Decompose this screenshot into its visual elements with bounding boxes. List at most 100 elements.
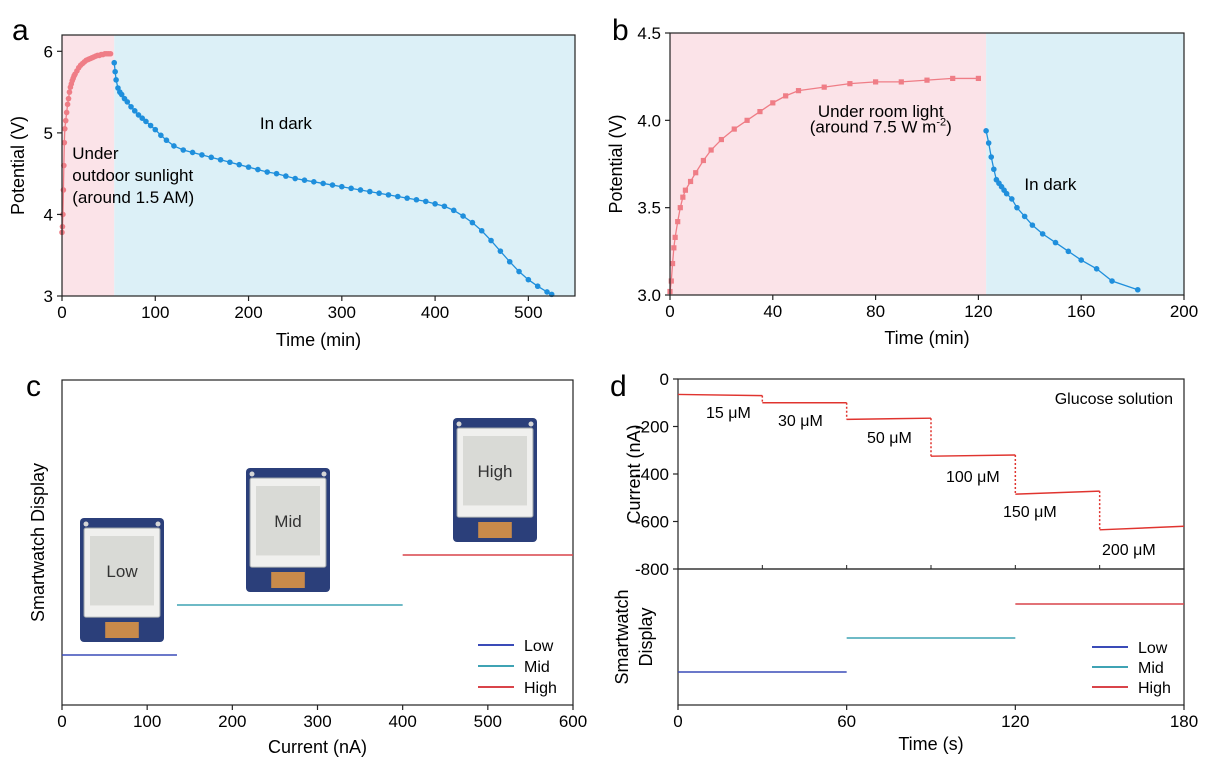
data-point-light: [61, 139, 68, 146]
data-point-dark: [1014, 204, 1020, 211]
data-point-dark: [217, 156, 224, 163]
data-point-dark: [516, 268, 522, 275]
data-point-dark: [357, 187, 364, 193]
y-tick-label: 3: [44, 287, 53, 306]
data-point-dark: [112, 68, 118, 75]
data-point-dark: [525, 276, 532, 283]
current-step-line: [677, 393, 763, 397]
x-tick-label: 400: [388, 712, 416, 731]
panel-c-display-vs-current: Low Mid High 0 100 200 300 400 500 600 Current (nA…: [28, 379, 587, 757]
concentration-label: 30 μM: [778, 413, 823, 430]
x-tick-label: 300: [328, 303, 356, 322]
data-point-light: [821, 84, 827, 90]
y-tick-label: 6: [44, 42, 53, 61]
annotation-text: outdoor sunlight: [72, 166, 193, 185]
plot-frame: [61, 34, 576, 297]
x-tick-label: 180: [1170, 712, 1198, 731]
data-point-light: [63, 109, 70, 116]
data-point-light: [731, 126, 737, 132]
y-axis-label: Potential (V): [8, 116, 28, 215]
y-tick-label: 3.0: [637, 286, 661, 305]
data-point-dark: [506, 258, 513, 265]
data-point-light: [708, 147, 714, 153]
data-point-dark: [478, 227, 485, 234]
panel-label-a: a: [12, 14, 29, 47]
mount-hole: [528, 421, 534, 427]
data-point-dark: [404, 195, 410, 201]
current-step-line: [1015, 490, 1100, 495]
mount-hole: [155, 521, 161, 527]
x-axis-label: Time (s): [898, 734, 963, 754]
data-point-light: [677, 205, 683, 211]
data-point-dark: [147, 122, 154, 129]
data-point-dark: [273, 170, 280, 177]
x-tick-label: 200: [1170, 302, 1198, 321]
data-point-dark: [1134, 286, 1141, 293]
x-tick-label: 60: [837, 712, 856, 731]
x-axis-label: Time (min): [884, 328, 969, 348]
x-tick-label: 80: [866, 302, 885, 321]
data-point-dark: [1065, 248, 1072, 255]
x-tick-label: 0: [665, 302, 674, 321]
data-point-light: [975, 75, 981, 82]
data-point-light: [668, 278, 674, 284]
concentration-label: 150 μM: [1003, 504, 1057, 521]
annotation-text: Under: [72, 144, 119, 163]
data-point-dark: [329, 182, 336, 188]
data-point-dark: [113, 77, 119, 83]
x-tick-label: 0: [57, 712, 66, 731]
data-point-light: [675, 219, 681, 225]
data-point-light: [795, 88, 802, 94]
data-point-dark: [1009, 196, 1015, 202]
data-point-dark: [255, 166, 261, 173]
data-point-dark: [488, 237, 494, 244]
data-point-light: [680, 194, 686, 200]
data-point-dark: [320, 180, 326, 187]
data-point-light: [770, 100, 776, 106]
x-axis-label: Current (nA): [268, 737, 367, 757]
panel-d-glucose-response: 15 μM 30 μM 50 μM 100 μM 150 μM 200 μM Glucose…: [612, 370, 1198, 754]
annotation-note: Glucose solution: [1055, 391, 1173, 408]
data-point-dark: [991, 166, 997, 173]
data-point-dark: [227, 159, 233, 166]
data-point-dark: [394, 193, 401, 200]
y-tick-label: 5: [44, 124, 53, 143]
data-point-dark: [544, 289, 550, 295]
legend-label-low: Low: [1138, 640, 1168, 657]
data-point-dark: [534, 283, 541, 290]
data-point-light: [700, 157, 707, 164]
data-point-dark: [189, 149, 196, 156]
data-point-dark: [199, 152, 205, 158]
data-point-light: [757, 109, 763, 115]
ribbon-connector: [478, 522, 512, 538]
ribbon-connector: [271, 572, 305, 588]
smartwatch-screen-icon: High: [453, 418, 537, 542]
data-point-dark: [128, 103, 134, 110]
data-point-dark: [1003, 190, 1010, 197]
data-point-dark: [983, 128, 989, 134]
annotation-text: Under room light: [818, 102, 944, 121]
concentration-label: 100 μM: [946, 469, 1000, 486]
y-tick-label: 0: [660, 370, 669, 389]
data-point-dark: [131, 108, 138, 114]
x-tick-label: 100: [133, 712, 161, 731]
data-point-dark: [236, 161, 243, 168]
data-point-dark: [441, 203, 448, 210]
data-point-dark: [111, 59, 118, 66]
y-axis-label: Potential (V): [606, 114, 626, 213]
data-point-dark: [367, 188, 373, 195]
smartwatch-screen-icon: Mid: [246, 468, 330, 592]
data-point-dark: [152, 126, 159, 133]
legend-label-low: Low: [524, 638, 554, 655]
data-point-light: [924, 77, 930, 83]
epaper-active-area: [90, 536, 154, 606]
data-point-dark: [283, 173, 289, 179]
data-point-dark: [158, 132, 164, 139]
x-tick-label: 100: [141, 303, 169, 322]
x-tick-label: 500: [514, 303, 542, 322]
annotation-text: (around 1.5 AM): [72, 188, 194, 207]
concentration-label: 15 μM: [706, 405, 751, 422]
data-point-light: [718, 136, 724, 143]
panel-label-c: c: [26, 370, 41, 403]
